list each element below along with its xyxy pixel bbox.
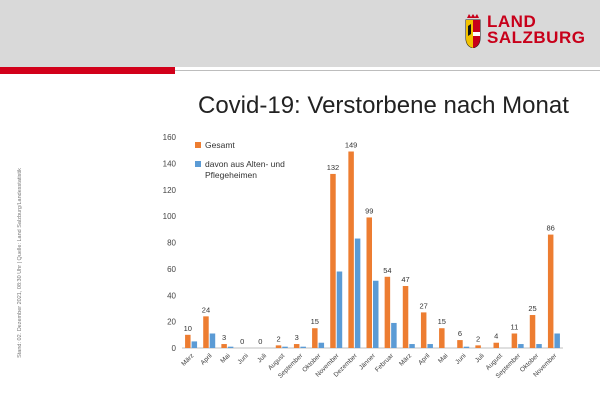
coat-of-arms-icon bbox=[465, 14, 481, 48]
bar-gesamt bbox=[348, 151, 354, 348]
bar-gesamt bbox=[203, 316, 209, 348]
y-tick-label: 160 bbox=[163, 133, 177, 142]
bar-alten bbox=[300, 346, 306, 348]
x-tick-label: März bbox=[180, 352, 195, 367]
data-label: 3 bbox=[222, 333, 226, 342]
data-label: 15 bbox=[311, 317, 319, 326]
bar-alten bbox=[282, 346, 288, 348]
bar-gesamt bbox=[529, 315, 536, 348]
y-tick-label: 140 bbox=[163, 159, 177, 168]
header-divider bbox=[175, 70, 600, 71]
data-label: 24 bbox=[202, 305, 210, 314]
data-label: 3 bbox=[295, 333, 299, 342]
bar-alten bbox=[227, 346, 234, 348]
data-label: 0 bbox=[258, 337, 262, 346]
legend-item-alten: davon aus Alten- und Pflegeheimen bbox=[195, 159, 285, 181]
y-tick-label: 120 bbox=[163, 186, 177, 195]
chart-title: Covid-19: Verstorbene nach Monat bbox=[198, 92, 569, 119]
bar-gesamt bbox=[221, 344, 227, 348]
bar-alten bbox=[536, 344, 542, 348]
land-salzburg-logo: LAND SALZBURG bbox=[465, 13, 585, 50]
data-label: 2 bbox=[276, 334, 280, 343]
data-label: 15 bbox=[438, 317, 446, 326]
y-tick-label: 40 bbox=[167, 291, 176, 300]
legend-item-gesamt: Gesamt bbox=[195, 140, 285, 151]
data-label: 2 bbox=[476, 334, 480, 343]
data-label: 99 bbox=[365, 206, 373, 215]
bar-alten bbox=[463, 346, 470, 348]
bar-gesamt bbox=[457, 340, 463, 348]
logo-line-2: SALZBURG bbox=[487, 28, 586, 47]
legend-swatch-gesamt bbox=[195, 142, 201, 148]
x-tick-label: März bbox=[398, 352, 413, 367]
legend-swatch-alten bbox=[195, 161, 201, 167]
x-tick-label: April bbox=[199, 352, 214, 367]
bar-gesamt bbox=[439, 328, 445, 348]
bar-alten bbox=[354, 238, 361, 348]
bar-gesamt bbox=[293, 344, 300, 348]
x-tick-label: Mai bbox=[219, 352, 231, 364]
bar-alten bbox=[209, 333, 216, 348]
y-tick-label: 100 bbox=[163, 212, 177, 221]
bar-alten bbox=[318, 342, 325, 348]
bar-gesamt bbox=[511, 333, 518, 348]
logo-line-1: LAND bbox=[487, 12, 537, 31]
legend-label-alten: davon aus Alten- und Pflegeheimen bbox=[205, 159, 285, 180]
y-tick-label: 20 bbox=[167, 318, 176, 327]
data-label: 6 bbox=[458, 329, 462, 338]
header-band bbox=[0, 0, 600, 67]
x-tick-label: Juli bbox=[256, 352, 268, 364]
bar-gesamt bbox=[475, 345, 481, 348]
bar-alten bbox=[554, 333, 560, 348]
data-label: 47 bbox=[401, 275, 409, 284]
x-tick-label: Juli bbox=[474, 352, 486, 364]
legend-label-gesamt: Gesamt bbox=[205, 140, 235, 150]
bar-alten bbox=[336, 271, 343, 348]
x-tick-label: April bbox=[417, 352, 432, 367]
x-tick-label: Juni bbox=[454, 352, 467, 365]
data-label: 25 bbox=[528, 304, 536, 313]
bar-alten bbox=[409, 344, 415, 348]
bar-alten bbox=[191, 341, 198, 348]
data-label: 54 bbox=[383, 266, 391, 275]
bar-gesamt bbox=[402, 286, 409, 348]
data-label: 132 bbox=[327, 163, 340, 172]
x-tick-label: Juni bbox=[237, 352, 250, 365]
chart-legend: Gesamt davon aus Alten- und Pflegeheimen bbox=[195, 140, 285, 189]
data-label: 0 bbox=[240, 337, 244, 346]
bar-gesamt bbox=[547, 234, 554, 348]
x-tick-label: Februar bbox=[374, 352, 396, 374]
data-label: 86 bbox=[547, 224, 555, 233]
brand-accent-bar bbox=[0, 67, 175, 74]
bar-gesamt bbox=[493, 342, 499, 348]
bar-alten bbox=[391, 322, 397, 348]
bar-alten bbox=[518, 344, 524, 348]
data-label: 4 bbox=[494, 332, 498, 341]
y-tick-label: 0 bbox=[172, 344, 177, 353]
data-label: 149 bbox=[345, 141, 358, 150]
bar-gesamt bbox=[366, 217, 372, 348]
bar-gesamt bbox=[185, 334, 191, 348]
bar-alten bbox=[427, 344, 433, 348]
bar-gesamt bbox=[330, 173, 336, 348]
bar-gesamt bbox=[384, 276, 391, 348]
bar-gesamt bbox=[312, 328, 318, 348]
x-tick-label: Mai bbox=[437, 352, 449, 364]
logo-wordmark: LAND SALZBURG bbox=[487, 12, 586, 47]
y-tick-label: 80 bbox=[167, 239, 176, 248]
bar-alten bbox=[373, 280, 379, 348]
bar-gesamt bbox=[275, 345, 282, 348]
y-tick-label: 60 bbox=[167, 265, 176, 274]
data-label: 11 bbox=[510, 322, 518, 331]
bar-gesamt bbox=[420, 312, 427, 348]
data-label: 10 bbox=[184, 324, 192, 333]
data-label: 27 bbox=[420, 301, 428, 310]
